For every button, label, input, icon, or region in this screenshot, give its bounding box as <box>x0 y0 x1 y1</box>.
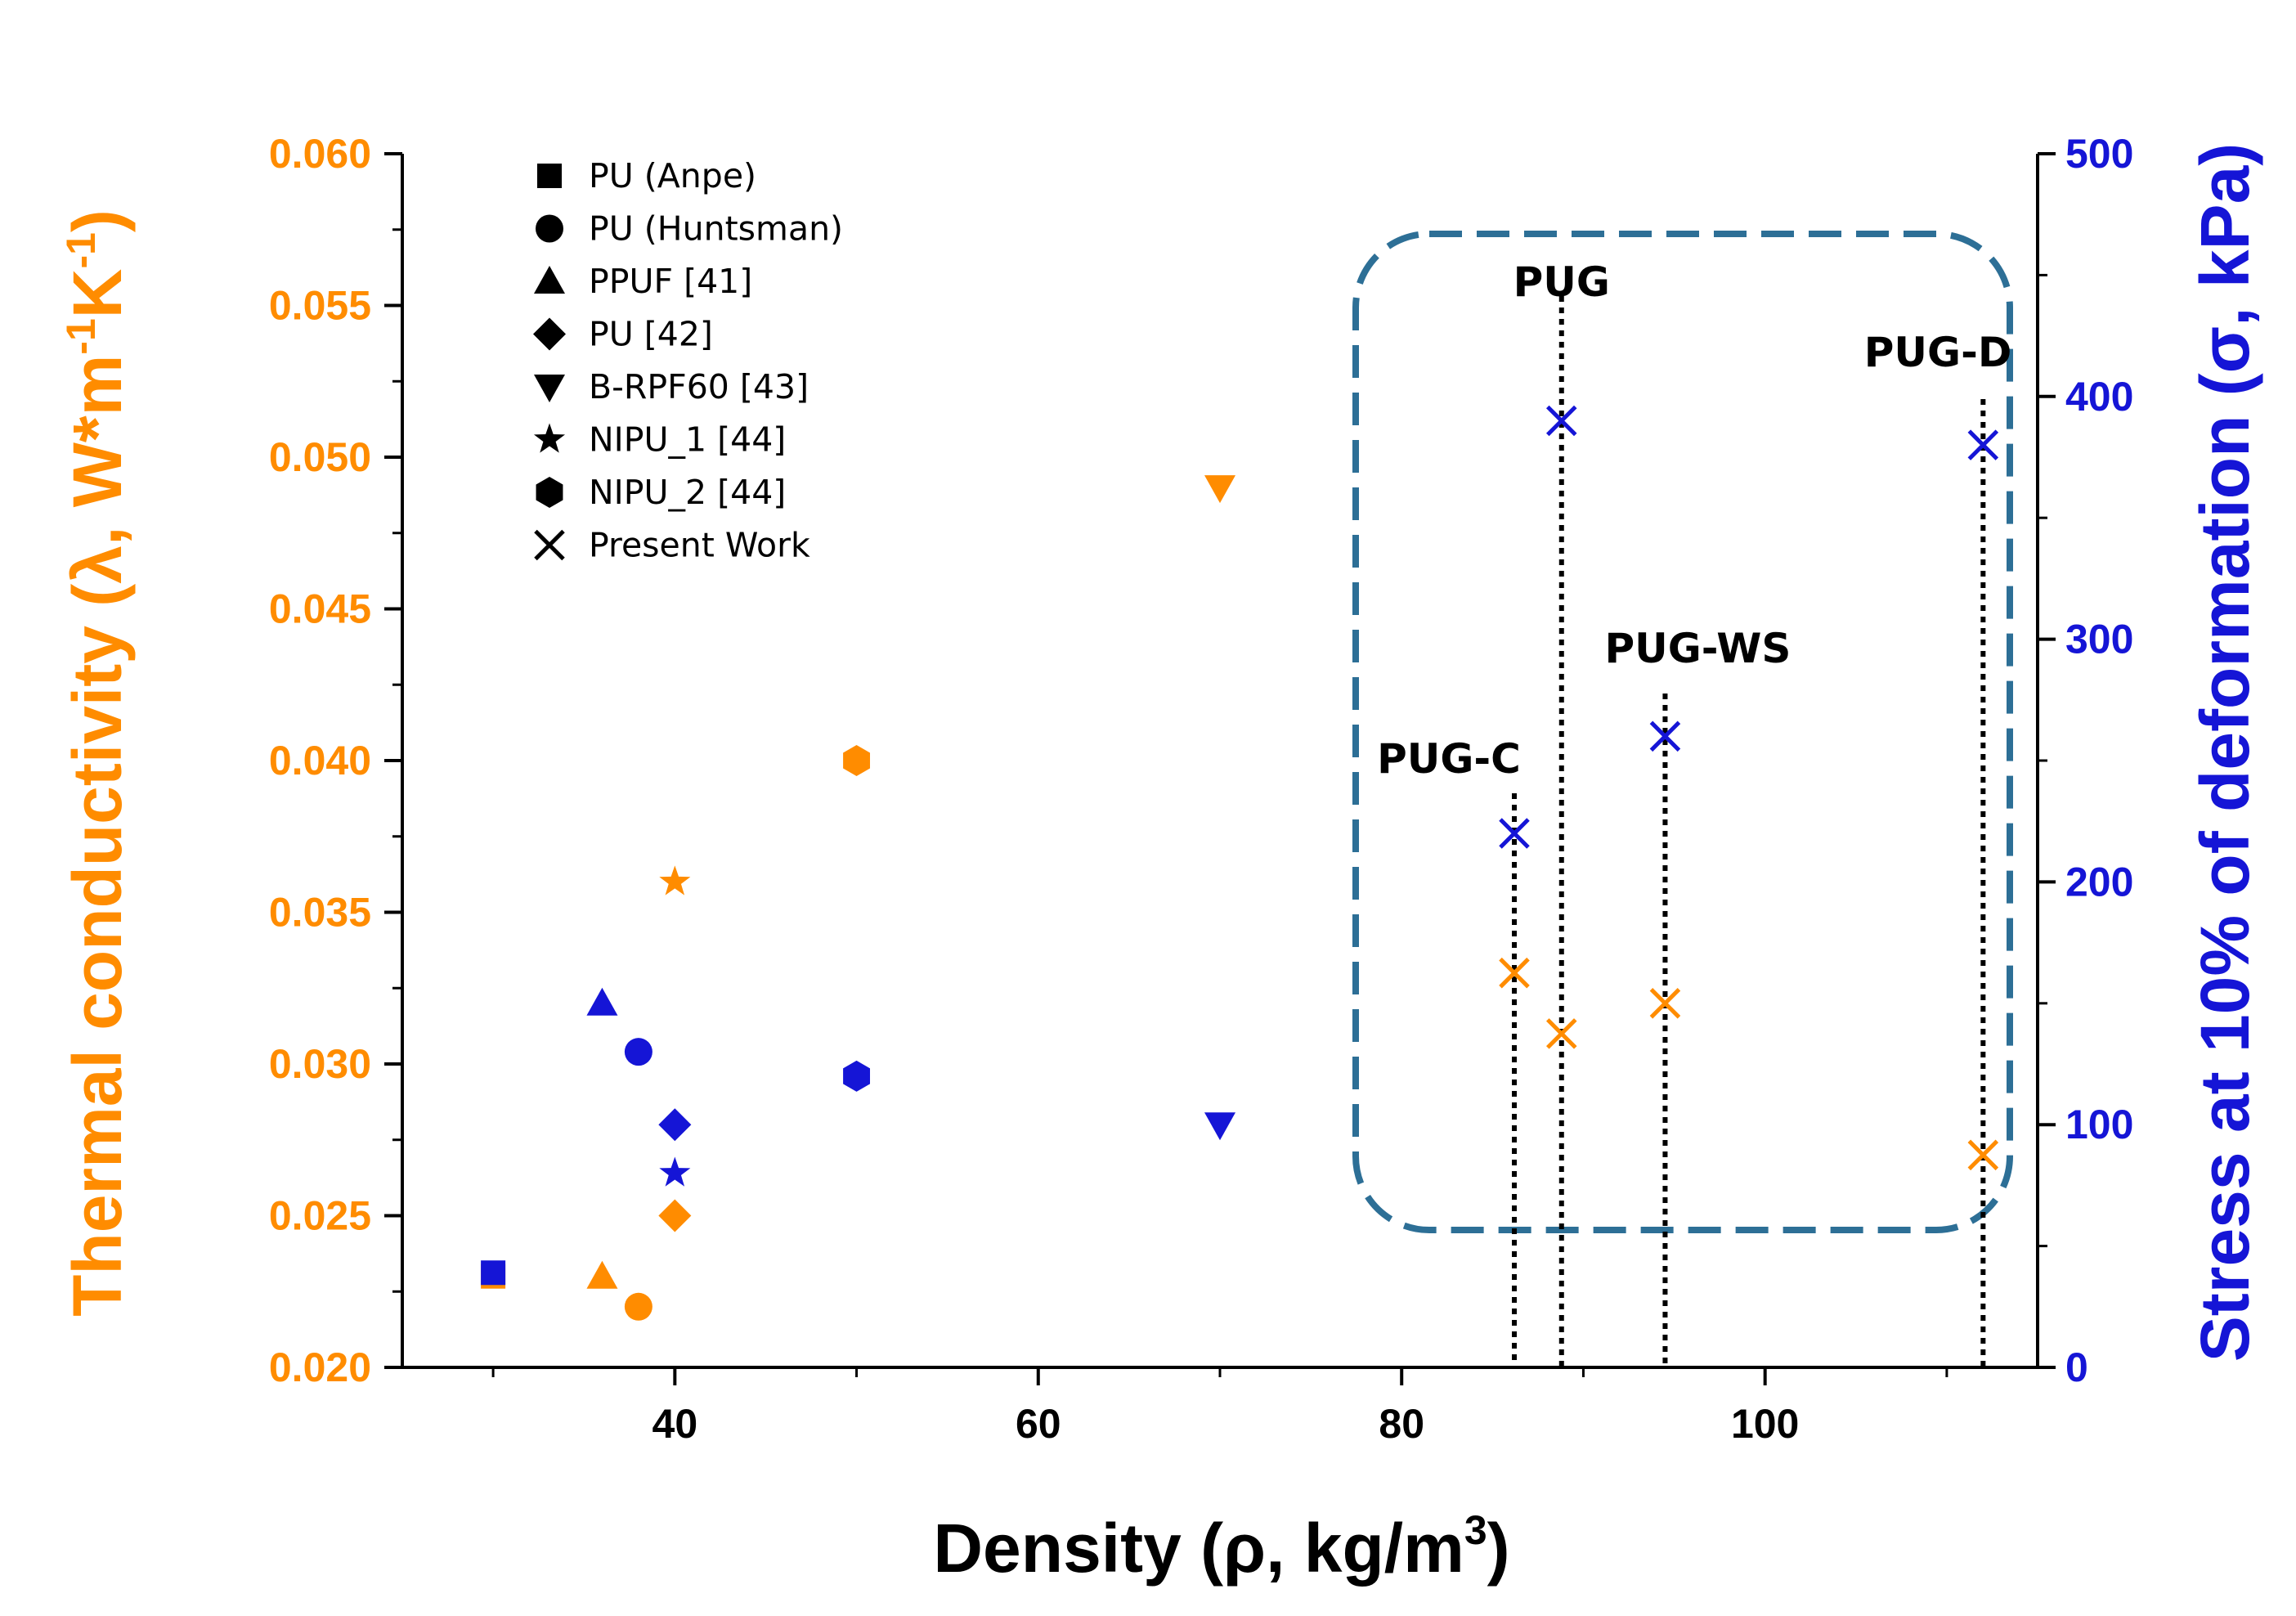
legend-marker-hexagon <box>536 477 563 508</box>
present-work-box-outline <box>1352 231 2013 1233</box>
x-axis-title: Density (ρ, kg/m3) <box>933 1507 1509 1587</box>
y-right-tick-label: 0 <box>2065 1344 2088 1390</box>
stress-point-pug-c-stroke-b <box>1499 818 1530 849</box>
legend-marker-circle <box>536 214 563 243</box>
x-tick-label: 100 <box>1731 1401 1799 1447</box>
y-left-tick-label: 0.025 <box>269 1193 371 1239</box>
axes <box>384 152 2056 1385</box>
stress-point-nipu-2-44 <box>843 1060 871 1092</box>
legend-label: NIPU_1 [44] <box>589 420 786 460</box>
stress-point-pu-huntsman <box>624 1038 652 1066</box>
y-left-title-unit: K <box>59 269 136 319</box>
thermal-point-pug-c <box>1499 957 1530 989</box>
y-left-title-sup-1: -1 <box>58 318 104 354</box>
legend-marker-square <box>537 164 562 188</box>
stress-point-pug-ws <box>1649 720 1681 752</box>
x-tick-label: 80 <box>1379 1401 1424 1447</box>
thermal-point-pug-d-stroke-b <box>1967 1139 1999 1171</box>
legend-label: PU [42] <box>589 315 713 354</box>
thermal-point-pug-stroke-b <box>1546 1018 1577 1049</box>
legend-marker-triangle-up <box>534 266 565 294</box>
legend: PU (Anpe) PU (Huntsman) PPUF [41] PU [42] B-… <box>533 156 843 565</box>
thermal-point-nipu-1-44 <box>659 865 691 896</box>
y-right-tick-label: 100 <box>2065 1102 2133 1147</box>
x-axis-title-superscript: 3 <box>1464 1507 1487 1553</box>
legend-marker-diamond <box>533 317 566 351</box>
stress-point-pu-42 <box>658 1108 692 1142</box>
stress-point-pu-anpe <box>481 1260 506 1286</box>
axis-titles: Density (ρ, kg/m3)Thermal conductivity (… <box>58 143 2263 1587</box>
thermal-point-pug-ws <box>1649 988 1681 1019</box>
thermal-point-pu-42 <box>658 1199 692 1232</box>
legend-marker-x-stroke-b <box>534 529 565 561</box>
y-left-tick-label: 0.040 <box>269 738 371 783</box>
y-left-tick-label: 0.055 <box>269 283 371 329</box>
stress-point-pug-c <box>1499 818 1530 849</box>
y-left-title-main: Thermal conductivity (λ, W*m <box>59 355 136 1317</box>
y-left-tick-label: 0.050 <box>269 434 371 480</box>
y-right-tick-label: 400 <box>2065 374 2133 420</box>
stress-point-nipu-1-44 <box>659 1156 691 1187</box>
y-left-tick-label: 0.030 <box>269 1041 371 1087</box>
thermal-point-pug-c-stroke-b <box>1499 957 1530 989</box>
thermal-point-pug-ws-stroke-b <box>1649 988 1681 1019</box>
y-left-tick-label: 0.020 <box>269 1344 371 1390</box>
thermal-point-b-rpf60-43 <box>1204 475 1235 504</box>
x-tick-label: 40 <box>652 1401 698 1447</box>
annotation-pug-c: PUG-C <box>1377 735 1521 783</box>
thermal-point-nipu-2-44 <box>843 745 871 776</box>
x-axis-title-main: Density (ρ, kg/m <box>933 1510 1464 1587</box>
x-axis-title-end: ) <box>1487 1510 1510 1587</box>
stress-point-b-rpf60-43 <box>1204 1112 1235 1141</box>
y-left-tick-label: 0.035 <box>269 890 371 936</box>
y-left-tick-label: 0.060 <box>269 131 371 177</box>
thermal-point-pug-d <box>1967 1139 1999 1171</box>
legend-marker-triangle-down <box>534 375 565 402</box>
present-work-highlight-box <box>1352 231 2013 1233</box>
y-axis-right-title: Stress at 10% of deformation (σ, kPa) <box>2186 143 2263 1362</box>
thermal-point-pu-huntsman <box>624 1292 652 1321</box>
legend-marker-x <box>534 529 565 561</box>
y-left-tick-label: 0.045 <box>269 586 371 632</box>
stress-point-pug-stroke-b <box>1546 405 1577 437</box>
y-left-title-sup-2: -1 <box>58 232 104 268</box>
y-right-tick-label: 300 <box>2065 617 2133 662</box>
stress-point-pug-d-stroke-b <box>1967 429 1999 460</box>
legend-label: NIPU_2 [44] <box>589 473 786 512</box>
tick-labels: 0.020 0.025 0.030 0.035 0.040 0.045 0.050 0.055… <box>269 131 2134 1447</box>
legend-label: PU (Anpe) <box>589 156 756 195</box>
stress-point-ppuf-41 <box>586 987 618 1016</box>
stress-point-pug-d <box>1967 429 1999 460</box>
y-left-title-end: ) <box>59 209 136 232</box>
stress-point-pug <box>1546 405 1577 437</box>
sample-guide-lines <box>1512 296 1986 1367</box>
legend-label: B-RPF60 [43] <box>589 367 809 406</box>
legend-marker-star <box>533 423 566 453</box>
y-right-tick-label: 200 <box>2065 859 2133 905</box>
legend-label: PU (Huntsman) <box>589 209 843 249</box>
thermal-point-ppuf-41 <box>586 1260 618 1289</box>
thermal-point-pug <box>1546 1018 1577 1049</box>
legend-label: Present Work <box>589 526 810 565</box>
y-axis-left-title: Thermal conductivity (λ, W*m-1K-1) <box>58 209 136 1317</box>
data-points <box>481 405 1999 1321</box>
annotation-pug-d: PUG-D <box>1864 329 2012 376</box>
y-right-tick-label: 500 <box>2065 131 2133 177</box>
annotation-pug-ws: PUG-WS <box>1604 625 1791 672</box>
legend-label: PPUF [41] <box>589 262 752 301</box>
stress-point-pug-ws-stroke-b <box>1649 720 1681 752</box>
annotation-pug: PUG <box>1513 258 1610 306</box>
x-tick-label: 60 <box>1016 1401 1061 1447</box>
sample-annotations: PUG-C PUG PUG-WS PUG-D <box>1377 258 2011 783</box>
